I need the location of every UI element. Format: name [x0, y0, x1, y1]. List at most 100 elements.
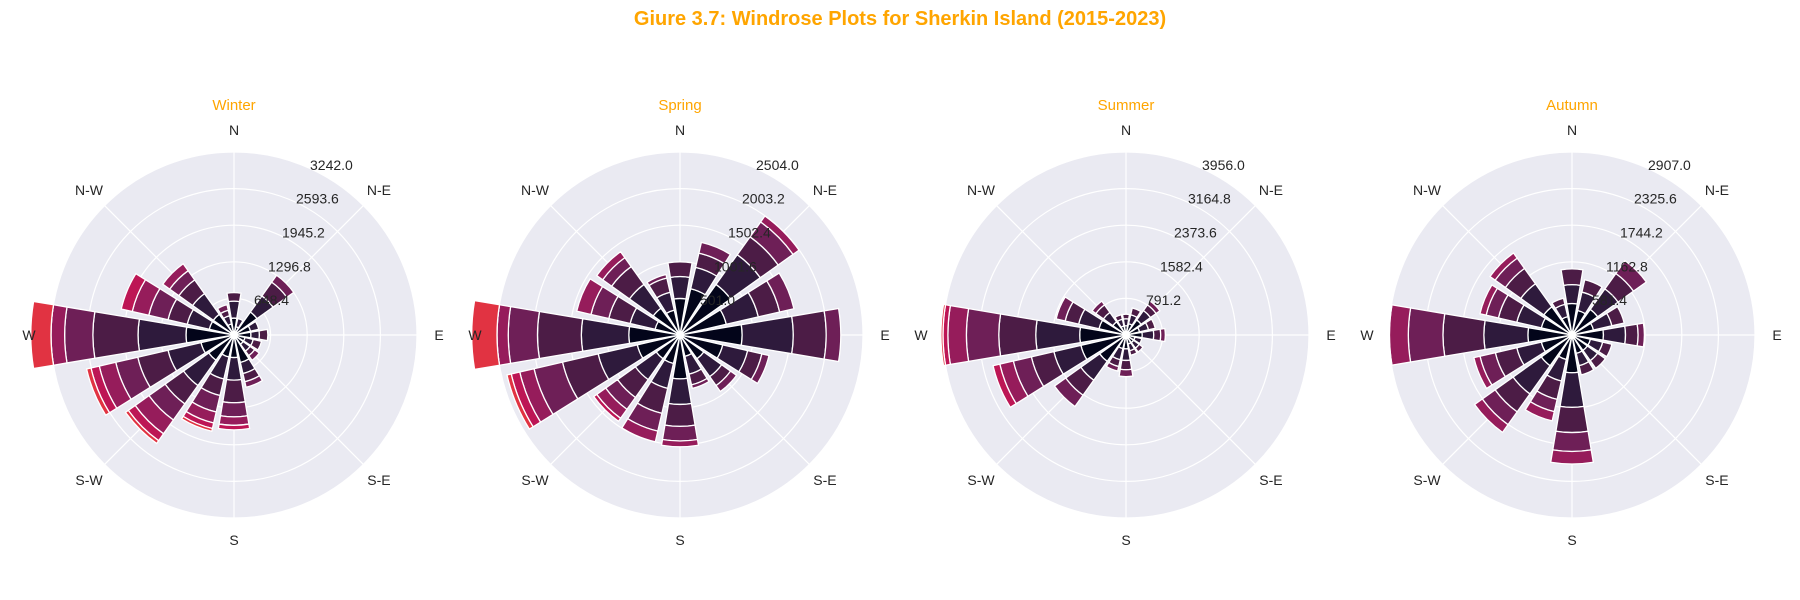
wind-bar-segment: [1105, 361, 1120, 372]
wind-bar-segment: [1118, 368, 1134, 378]
radial-tick-label: 1582.4: [1160, 258, 1203, 274]
wind-bar-segment: [1442, 312, 1486, 358]
wind-bar-segment: [1473, 398, 1509, 434]
wind-bar-segment: [92, 310, 141, 360]
wind-bar-segment: [592, 393, 622, 423]
wind-bar-segment: [471, 299, 501, 371]
wind-bar-segment: [1589, 352, 1607, 370]
wind-bar-segment: [1636, 322, 1646, 348]
direction-label: N-E: [1705, 182, 1729, 198]
direction-label: N-W: [75, 182, 104, 198]
wind-bar-segment: [940, 303, 947, 367]
wind-bar-segment: [621, 417, 659, 443]
radial-tick-label: 1296.8: [268, 258, 311, 274]
direction-label: S-W: [967, 472, 995, 488]
radial-tick-label: 2003.2: [742, 191, 785, 207]
direction-label: N-W: [1413, 182, 1442, 198]
wind-bar-segment: [667, 377, 693, 406]
windrose-spring: 501.0 1001.6 1502.4 2003.2 2504.0 N N-E E S-E S S-…: [468, 97, 889, 548]
radial-tick-label: 1744.2: [1620, 225, 1663, 241]
direction-label: N: [675, 122, 685, 138]
direction-label: E: [1326, 327, 1335, 343]
direction-label: N: [1567, 122, 1577, 138]
wind-bar-segment: [1129, 307, 1142, 319]
wind-bar-segment: [258, 328, 269, 342]
figure-title: Giure 3.7: Windrose Plots for Sherkin Is…: [633, 8, 1167, 30]
direction-label: E: [880, 327, 889, 343]
direction-label: S: [1567, 532, 1576, 548]
wind-bar-segment: [1578, 360, 1595, 376]
wind-bar-segment: [1479, 284, 1499, 316]
wind-bar-segment: [698, 241, 732, 265]
subplot-title: Winter: [212, 97, 255, 114]
radial-tick-label: 501.0: [700, 292, 735, 308]
wind-bar-segment: [992, 363, 1018, 409]
wind-bar-segment: [536, 310, 584, 360]
direction-label: N-E: [367, 182, 391, 198]
direction-label: E: [434, 327, 443, 343]
wind-bar-segment: [120, 272, 147, 313]
radial-tick-label: 3164.8: [1188, 191, 1231, 207]
wind-bar-segment: [965, 307, 1002, 363]
wind-bar-segment: [1053, 377, 1084, 408]
wind-bar-segment: [1549, 449, 1595, 465]
radial-tick-label: 791.2: [1146, 292, 1181, 308]
wind-bar-segment: [64, 306, 96, 364]
wind-bar-segment: [1551, 297, 1566, 310]
wind-bar-segment: [496, 304, 512, 366]
windrose-autumn: 581.4 1162.8 1744.2 2325.6 2907.0 N N-E E S-E S S-…: [1360, 97, 1781, 548]
wind-bar-segment: [765, 272, 795, 313]
wind-bar-segment: [1134, 343, 1144, 353]
wind-bar-segment: [947, 304, 970, 366]
wind-bar-segment: [1388, 304, 1412, 366]
wind-bar-segment: [180, 415, 214, 433]
grid-spoke: [1125, 334, 1256, 465]
wind-bar-segment: [1597, 341, 1613, 358]
direction-label: W: [22, 327, 36, 343]
direction-label: N: [1121, 122, 1131, 138]
wind-bar-segment: [1159, 327, 1166, 343]
subplot-title: Autumn: [1546, 97, 1598, 114]
direction-label: N-E: [813, 182, 837, 198]
radial-tick-label: 2373.6: [1174, 225, 1217, 241]
direction-label: N-E: [1259, 182, 1283, 198]
wind-bar-segment: [669, 275, 691, 300]
wind-bar-segment: [161, 262, 190, 291]
direction-label: S: [1121, 532, 1130, 548]
wind-bar-segment: [1146, 300, 1161, 315]
direction-label: W: [914, 327, 928, 343]
wind-bar-segment: [1119, 359, 1133, 371]
direction-label: S-W: [1413, 472, 1441, 488]
wind-bar-segment: [1602, 325, 1627, 345]
wind-bar-segment: [1388, 304, 1393, 366]
radial-tick-label: 1502.4: [728, 225, 771, 241]
subplot-title: Spring: [658, 97, 701, 114]
wind-bar-segment: [216, 303, 230, 315]
direction-label: W: [1360, 327, 1374, 343]
wind-bar-segment: [1407, 307, 1446, 363]
wind-bar-segment: [660, 438, 700, 448]
wind-bar-segment: [226, 292, 242, 303]
wind-bar-segment: [646, 273, 668, 287]
wind-bar-segment: [1560, 268, 1584, 287]
direction-label: S-E: [367, 472, 390, 488]
wind-bar-segment: [1121, 313, 1131, 320]
wind-bar-segment: [1055, 296, 1074, 322]
wind-bar-segment: [790, 310, 827, 360]
radial-tick-label: 1162.8: [1606, 258, 1648, 274]
wind-bar-segment: [124, 409, 160, 445]
direction-label: W: [468, 327, 482, 343]
radial-tick-label: 2907.0: [1648, 157, 1691, 173]
direction-label: S-W: [521, 472, 549, 488]
wind-bar-segment: [823, 307, 842, 363]
radial-tick-label: 2593.6: [296, 191, 339, 207]
wind-bar-segment: [1114, 313, 1124, 323]
wind-bar-segment: [30, 300, 55, 370]
wind-bar-segment: [667, 261, 693, 279]
direction-label: S-E: [1705, 472, 1728, 488]
wind-bar-segment: [595, 250, 626, 281]
wind-bar-segment: [1581, 279, 1603, 299]
radial-tick-label: 1945.2: [282, 225, 325, 241]
